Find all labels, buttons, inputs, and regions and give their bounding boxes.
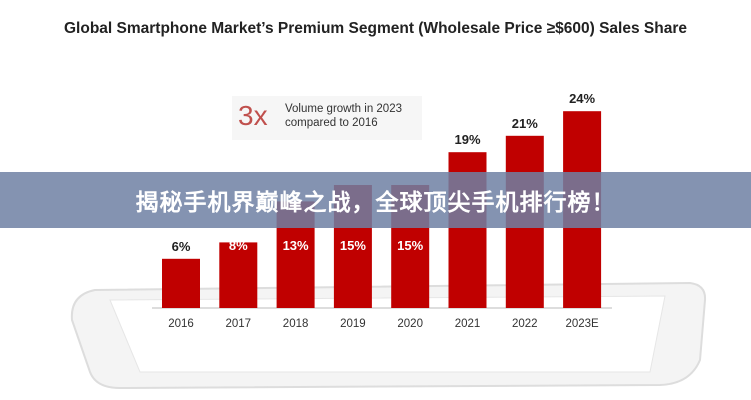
annotation-callout: 3x Volume growth in 2023 compared to 201… xyxy=(232,96,422,140)
chart-title: Global Smartphone Market’s Premium Segme… xyxy=(64,20,687,37)
annotation-text: Volume growth in 2023 compared to 2016 xyxy=(285,102,402,130)
phone-outline-decoration xyxy=(70,281,707,390)
data-label: 15% xyxy=(397,238,423,253)
x-tick-label: 2018 xyxy=(283,318,309,330)
x-tick-label: 2019 xyxy=(340,318,366,330)
data-label: 8% xyxy=(229,238,248,253)
data-label: 21% xyxy=(512,116,538,131)
annotation-line2: compared to 2016 xyxy=(285,117,378,129)
x-tick-label: 2016 xyxy=(168,318,194,330)
annotation-big: 3x xyxy=(238,100,268,131)
data-label: 15% xyxy=(340,238,366,253)
overlay-banner: 揭秘手机界巅峰之战，全球顶尖手机排行榜！ xyxy=(0,172,751,228)
x-tick-label: 2017 xyxy=(226,318,252,330)
data-label: 24% xyxy=(569,91,595,106)
bar-2017 xyxy=(219,242,258,308)
x-tick-label: 2022 xyxy=(512,318,538,330)
x-tick-label: 2021 xyxy=(455,318,481,330)
data-label: 13% xyxy=(283,238,309,253)
annotation-line1: Volume growth in 2023 xyxy=(285,103,402,115)
data-label: 6% xyxy=(172,239,191,254)
banner-text: 揭秘手机界巅峰之战，全球顶尖手机排行榜！ xyxy=(135,190,616,216)
x-tick-label: 2020 xyxy=(397,318,423,330)
bar-2016 xyxy=(162,258,200,308)
data-label: 19% xyxy=(454,132,480,147)
x-tick-label: 2023E xyxy=(565,318,599,330)
